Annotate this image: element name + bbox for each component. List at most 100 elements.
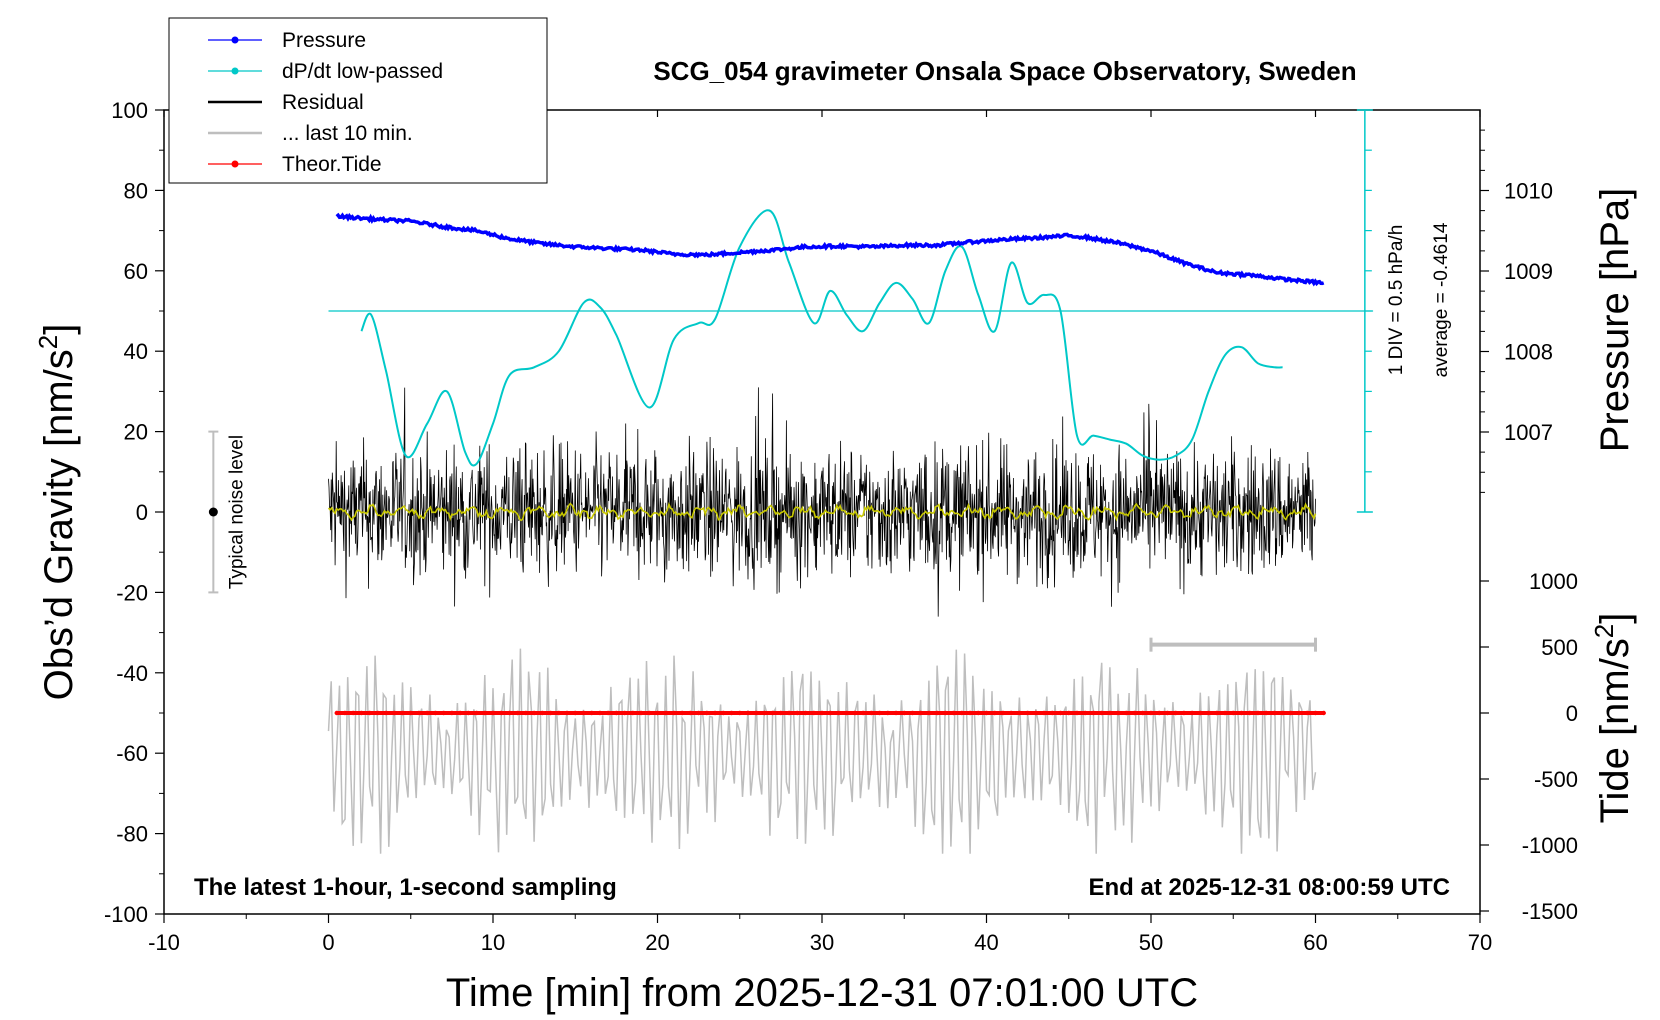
theor-tide-point [860, 710, 866, 716]
y-tick-label: 80 [124, 178, 148, 203]
theor-tide-point [696, 710, 701, 716]
theor-tide-point [638, 710, 644, 716]
legend-swatch-dot [231, 67, 239, 75]
theor-tide-point [671, 710, 677, 716]
smoothed-residual-line [327, 502, 1317, 522]
theor-tide-point [877, 710, 882, 716]
x-axis-title: Time [min] from 2025-12-31 07:01:00 UTC [446, 971, 1198, 1015]
theor-tide-point [441, 710, 446, 716]
theor-tide-point [992, 710, 997, 716]
theor-tide-point [1025, 710, 1030, 716]
tide-tick-label: 0 [1566, 701, 1578, 726]
theor-tide-point [910, 710, 915, 716]
theor-tide-point [1157, 710, 1162, 716]
y-tick-label: -40 [116, 661, 148, 686]
theor-tide-point [1115, 710, 1121, 716]
legend-swatch-dot [231, 160, 239, 168]
x-tick-label: 20 [645, 930, 669, 955]
theor-tide-point [392, 710, 397, 716]
theor-tide-point [1107, 710, 1113, 716]
footer-right: End at 2025-12-31 08:00:59 UTC [1089, 874, 1451, 901]
theor-tide-point [350, 710, 356, 716]
theor-tide-point [334, 710, 339, 716]
legend-box [168, 17, 548, 184]
theor-tide-point [531, 710, 537, 716]
theor-tide-point [589, 710, 594, 716]
theor-tide-point [967, 710, 973, 716]
pressure-series-line [335, 212, 1325, 287]
theor-tide-point [828, 710, 833, 716]
theor-tide-point [1124, 710, 1129, 716]
theor-tide-point [1099, 710, 1104, 716]
theor-tide-point [1206, 710, 1211, 716]
theor-tide-point [943, 710, 948, 716]
theor-tide-point [1321, 710, 1326, 716]
theor-tide-point [852, 710, 858, 716]
y-tick-label: 60 [124, 259, 148, 284]
theor-tide-point [375, 710, 381, 716]
theor-tide-point [1132, 710, 1137, 716]
theor-tide-point [1181, 710, 1187, 716]
tide-tick-label: -500 [1534, 767, 1578, 792]
y-tick-label: -20 [116, 580, 148, 605]
theor-tide-point [1255, 710, 1261, 716]
legend-entry-label: Residual [282, 91, 364, 114]
theor-tide-point [482, 710, 487, 716]
dpdt-scale-label: 1 DIV = 0.5 hPa/h [1386, 225, 1407, 376]
theor-tide-point [490, 710, 496, 716]
theor-tide-point [1272, 710, 1277, 716]
legend-entry-label: Theor.Tide [282, 153, 382, 176]
theor-tide-point [1165, 710, 1170, 716]
theor-tide-point [400, 710, 405, 716]
theor-tide-point [1148, 710, 1154, 716]
theor-tide-point [721, 710, 726, 716]
theor-tide-point [770, 710, 775, 716]
theor-tide-point [1000, 710, 1006, 716]
theor-tide-point [1313, 710, 1318, 716]
theor-tide-point [663, 710, 668, 716]
theor-tide-point [556, 710, 561, 716]
theor-tide-point [679, 710, 685, 716]
theor-tide-point [655, 710, 660, 716]
theor-tide-point [425, 710, 430, 716]
theor-tide-point [1050, 710, 1055, 716]
x-tick-label: 50 [1139, 930, 1163, 955]
theor-tide-point [976, 710, 981, 716]
theor-tide-point [893, 710, 899, 716]
theor-tide-point [1280, 710, 1285, 716]
x-tick-label: 60 [1303, 930, 1327, 955]
theor-tide-point [540, 710, 545, 716]
y-tick-label: 0 [136, 500, 148, 525]
dpdt-series-line [360, 209, 1283, 467]
legend-swatch-dot [231, 36, 239, 44]
theor-tide-point [466, 710, 471, 716]
y-tick-label: 20 [124, 420, 148, 445]
theor-tide-point [359, 710, 364, 716]
noise-level-center-dot [208, 507, 218, 517]
theor-tide-point [951, 710, 956, 716]
theor-tide-point [704, 710, 710, 716]
tide-axis-title: Tide [nm/s2] [1589, 613, 1637, 824]
theor-tide-point [1296, 710, 1302, 716]
theor-tide-point [811, 710, 816, 716]
tide-tick-label: -1500 [1522, 899, 1578, 924]
theor-tide-point [647, 710, 652, 716]
theor-tide-point [918, 710, 923, 716]
theor-tide-point [515, 710, 520, 716]
pressure-axis-title: Pressure [hPa] [1593, 188, 1637, 453]
theor-tide-point [1288, 710, 1294, 716]
theor-tide-point [688, 710, 693, 716]
theor-tide-point [795, 710, 800, 716]
residual-series-line [328, 387, 1316, 617]
theor-tide-point [630, 710, 636, 716]
tide-tick-label: 500 [1541, 635, 1578, 660]
theor-tide-point [959, 710, 965, 716]
theor-tide-point [1263, 710, 1269, 716]
theor-tide-point [712, 710, 718, 716]
theor-tide-point [1017, 710, 1022, 716]
theor-tide-point [885, 710, 890, 716]
theor-tide-point [926, 710, 932, 716]
theor-tide-point [1231, 710, 1236, 716]
pressure-tick-label: 1007 [1504, 420, 1553, 445]
theor-tide-point [523, 710, 529, 716]
